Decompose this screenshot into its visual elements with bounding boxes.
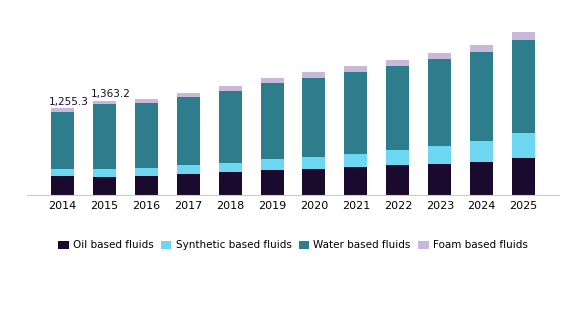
Bar: [93, 105, 116, 169]
Bar: [512, 133, 535, 158]
Bar: [219, 172, 241, 195]
Bar: [261, 83, 284, 159]
Bar: [93, 169, 116, 177]
Text: 1,363.2: 1,363.2: [91, 90, 131, 99]
Bar: [470, 162, 493, 195]
Bar: [176, 173, 200, 195]
Bar: [302, 169, 325, 195]
Bar: [135, 176, 158, 195]
Bar: [51, 176, 74, 195]
Bar: [428, 164, 451, 195]
Bar: [386, 150, 410, 165]
Legend: Oil based fluids, Synthetic based fluids, Water based fluids, Foam based fluids: Oil based fluids, Synthetic based fluids…: [54, 236, 532, 254]
Bar: [512, 40, 535, 133]
Bar: [512, 32, 535, 40]
Bar: [176, 93, 200, 97]
Bar: [219, 86, 241, 91]
Bar: [93, 177, 116, 195]
Bar: [261, 78, 284, 83]
Bar: [135, 99, 158, 103]
Bar: [345, 66, 367, 72]
Bar: [93, 100, 116, 105]
Bar: [345, 167, 367, 195]
Bar: [428, 53, 451, 59]
Bar: [135, 103, 158, 168]
Bar: [176, 97, 200, 165]
Bar: [51, 169, 74, 176]
Bar: [219, 91, 241, 163]
Bar: [428, 146, 451, 164]
Bar: [470, 45, 493, 52]
Bar: [302, 157, 325, 169]
Bar: [470, 52, 493, 141]
Bar: [386, 165, 410, 195]
Bar: [219, 163, 241, 172]
Text: 1,255.3: 1,255.3: [49, 97, 89, 107]
Bar: [345, 154, 367, 167]
Bar: [386, 60, 410, 66]
Bar: [51, 111, 74, 169]
Bar: [176, 165, 200, 173]
Bar: [345, 72, 367, 154]
Bar: [51, 108, 74, 111]
Bar: [512, 158, 535, 195]
Bar: [386, 66, 410, 150]
Bar: [302, 78, 325, 157]
Bar: [470, 141, 493, 162]
Bar: [135, 168, 158, 176]
Bar: [302, 72, 325, 78]
Bar: [261, 170, 284, 195]
Bar: [428, 59, 451, 146]
Bar: [261, 159, 284, 170]
